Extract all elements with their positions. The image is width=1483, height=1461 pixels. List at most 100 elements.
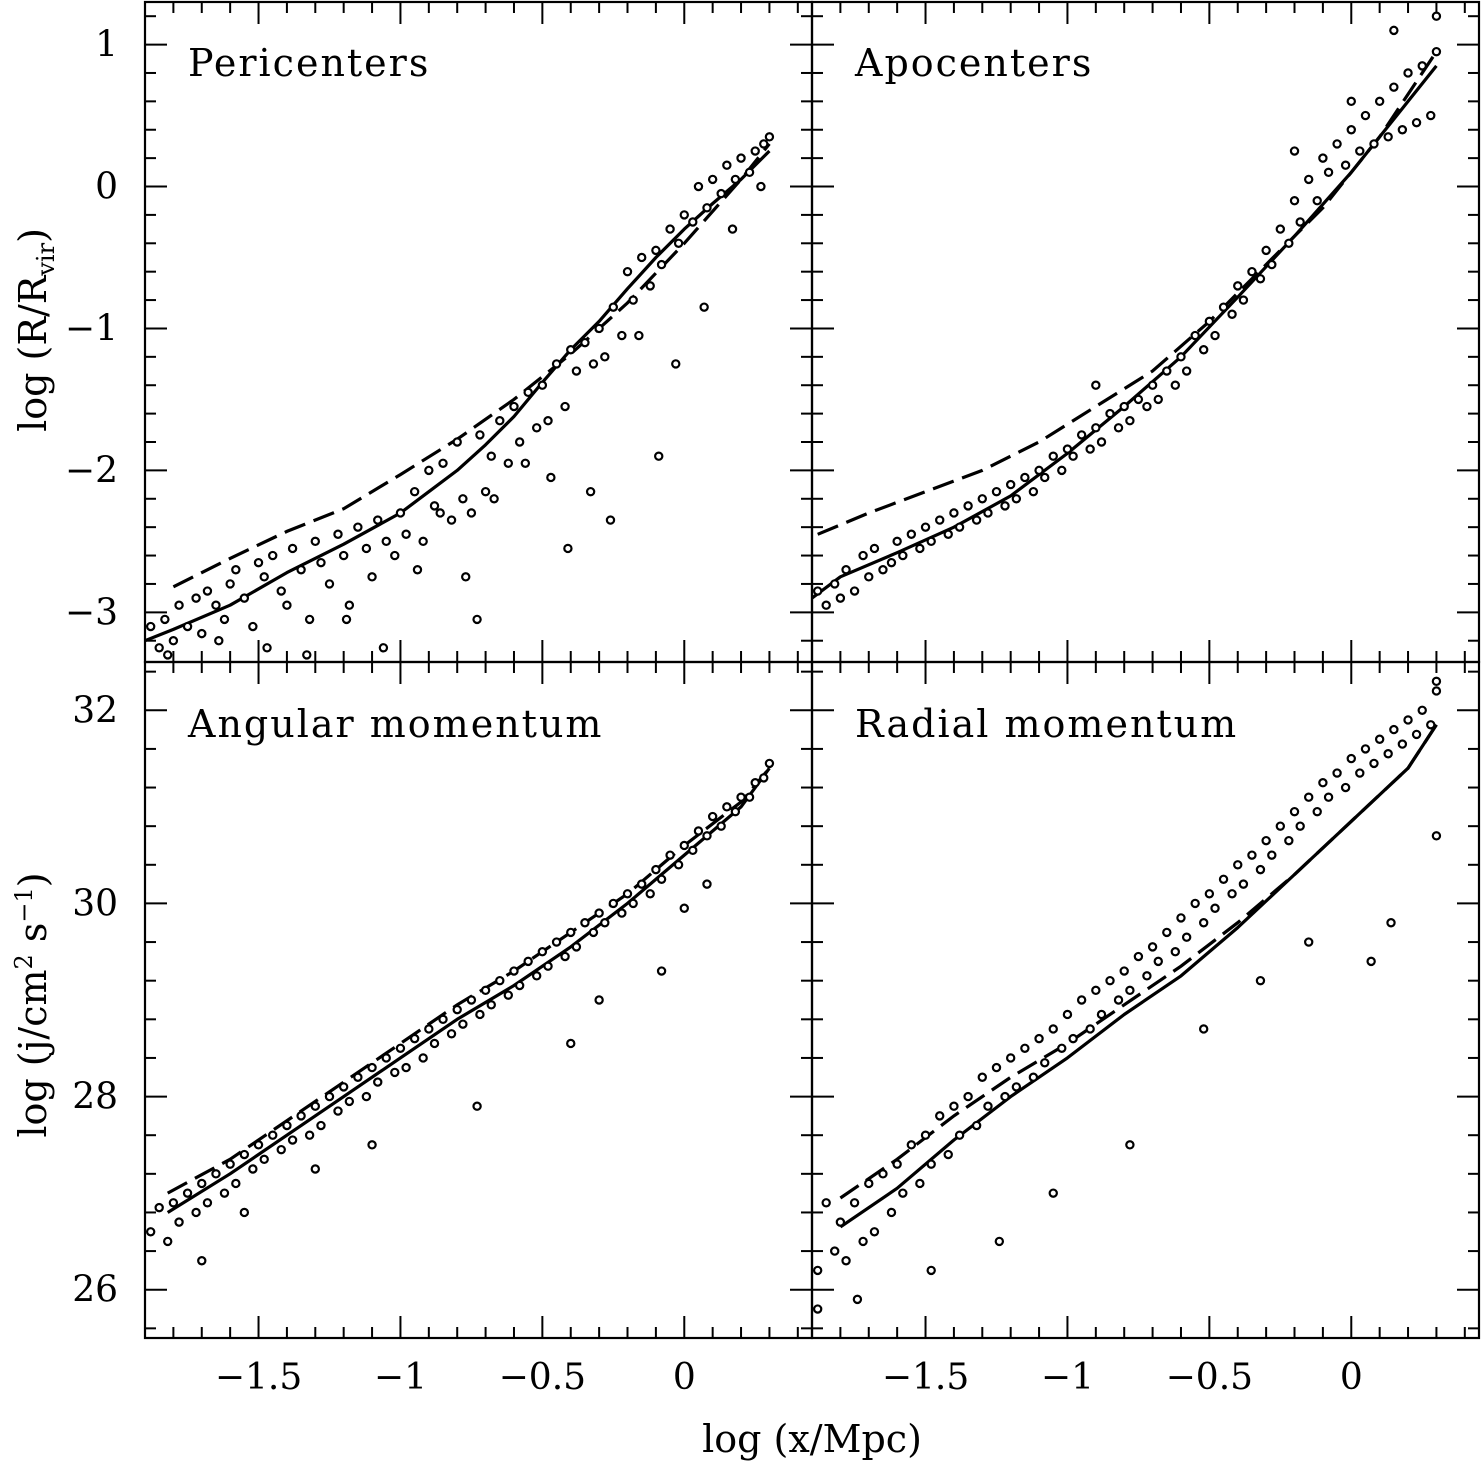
data-point: [446, 515, 457, 525]
y-label-top-main: log (R/R: [11, 274, 55, 432]
data-point: [452, 437, 462, 447]
data-point: [580, 918, 590, 928]
data-point: [935, 515, 945, 525]
data-point: [472, 1101, 482, 1111]
data-point: [673, 238, 684, 248]
data-point: [716, 188, 726, 199]
data-point: [495, 975, 505, 986]
data-point: [1198, 918, 1209, 928]
x-tick-label: −1.5: [215, 1357, 302, 1398]
data-point: [1057, 1043, 1067, 1053]
data-point: [949, 508, 959, 518]
data-point: [1318, 153, 1328, 163]
data-point: [145, 621, 156, 632]
data-point: [458, 1019, 468, 1029]
data-point: [1119, 966, 1129, 976]
data-point: [509, 401, 519, 412]
data-point: [707, 811, 718, 822]
data-point: [1255, 274, 1266, 284]
data-point: [869, 543, 880, 554]
data-point: [154, 643, 164, 653]
data-point: [744, 792, 755, 802]
data-point: [971, 1120, 982, 1131]
data-point: [841, 1256, 851, 1266]
model-dashed-line: [817, 50, 1438, 536]
data-point: [963, 1091, 973, 1102]
data-point: [1247, 850, 1257, 860]
y-label-bottom-main: log (j/cm: [11, 969, 55, 1137]
x-tick-label: −1.5: [882, 1357, 969, 1398]
data-point: [154, 1202, 164, 1213]
data-point: [531, 971, 542, 981]
data-point: [1096, 1009, 1107, 1020]
data-point: [1125, 1140, 1135, 1150]
panel-title: Angular momentum: [187, 702, 603, 746]
data-point: [174, 1217, 184, 1227]
data-point: [378, 643, 389, 653]
data-point: [886, 557, 897, 568]
x-tick-label: −1: [1041, 1357, 1094, 1398]
data-point: [1218, 874, 1229, 884]
data-point: [1062, 444, 1073, 454]
data-point: [1091, 985, 1101, 996]
data-point: [1011, 1082, 1022, 1092]
data-point: [489, 494, 499, 504]
data-point: [1147, 380, 1158, 390]
data-point: [1318, 778, 1328, 788]
data-point: [503, 458, 514, 468]
median-solid-line: [145, 149, 771, 643]
data-point: [671, 359, 681, 369]
data-point: [1295, 821, 1305, 831]
data-point: [390, 1067, 400, 1078]
data-point: [977, 494, 987, 504]
data-point: [1389, 724, 1399, 735]
data-point: [239, 593, 250, 603]
data-point: [1005, 1053, 1016, 1063]
data-point: [543, 961, 553, 971]
data-point: [373, 515, 383, 525]
data-point: [1289, 806, 1300, 817]
model-dashed-line: [839, 723, 1438, 1200]
data-point: [864, 1178, 874, 1189]
data-point: [1389, 82, 1399, 92]
data-point: [1255, 864, 1266, 875]
data-point: [1068, 451, 1078, 461]
data-point: [926, 1265, 936, 1276]
data-point: [202, 586, 213, 596]
data-point: [736, 153, 746, 163]
data-point: [546, 472, 556, 483]
data-point: [1374, 734, 1385, 744]
data-point: [898, 550, 908, 561]
data-point: [588, 927, 599, 938]
data-point: [424, 465, 434, 476]
y-tick-label: 28: [72, 1077, 118, 1118]
data-point: [1000, 1091, 1010, 1102]
data-point: [1411, 729, 1422, 740]
y-label-top-sub: vir: [32, 242, 60, 276]
data-point: [830, 579, 840, 589]
data-point: [1227, 309, 1237, 319]
data-point: [1261, 835, 1271, 846]
data-point: [1096, 437, 1107, 447]
y-tick-label: −1: [65, 308, 118, 349]
data-point: [282, 600, 292, 610]
data-point: [1170, 947, 1181, 957]
data-point: [1238, 295, 1249, 305]
data-point: [645, 889, 655, 899]
data-point: [1323, 167, 1334, 178]
data-point: [248, 1164, 258, 1174]
y-tick-label: 0: [95, 167, 118, 208]
data-point: [1340, 782, 1351, 793]
data-point: [268, 1130, 278, 1140]
data-point: [1000, 501, 1010, 511]
y-tick-label: 30: [72, 883, 118, 924]
data-point: [523, 956, 533, 967]
data-point: [429, 501, 440, 511]
data-point: [869, 1227, 880, 1237]
data-point: [452, 1004, 462, 1015]
data-point: [1113, 423, 1124, 433]
data-point: [730, 806, 741, 817]
data-point: [367, 1062, 377, 1073]
data-point: [486, 1000, 496, 1010]
data-point: [1255, 975, 1266, 986]
